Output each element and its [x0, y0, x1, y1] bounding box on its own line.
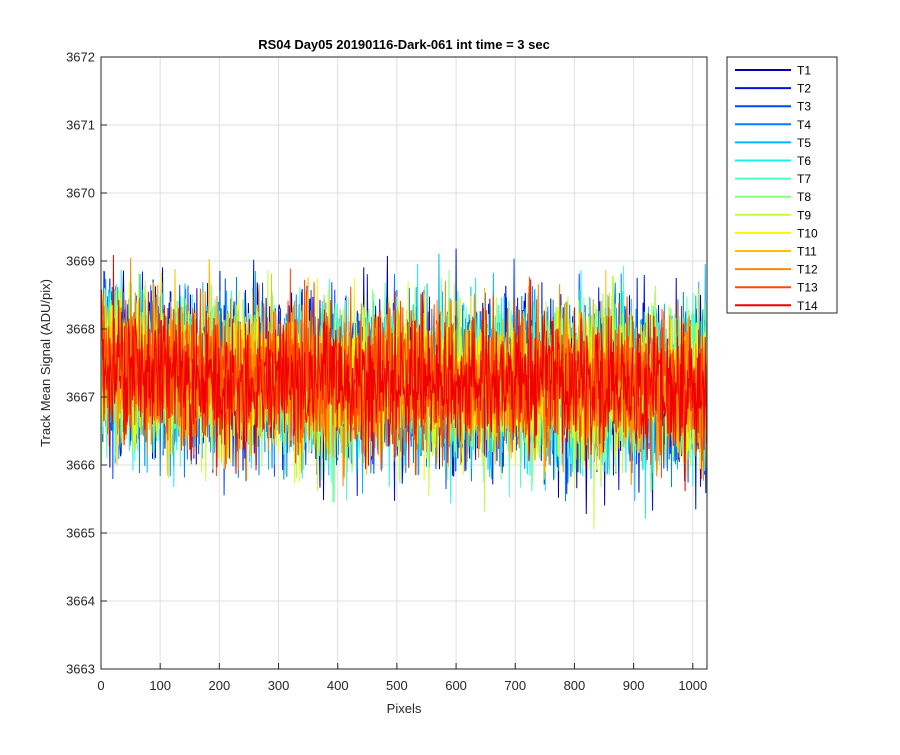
legend-label: T13: [797, 281, 818, 295]
y-tick-label: 3668: [66, 322, 95, 337]
axes-box: [100, 56, 708, 670]
legend-label: T9: [797, 208, 811, 222]
y-tick-label: 3667: [66, 390, 95, 405]
y-tick-label: 3666: [66, 458, 95, 473]
x-tick-label: 200: [209, 678, 231, 693]
y-tick-label: 3665: [66, 526, 95, 541]
legend-label: T4: [797, 118, 811, 132]
x-tick-label: 600: [445, 678, 467, 693]
series-line-t14: [101, 255, 708, 492]
legend: T1 T2 T3 T4 T5 T6 T7 T8 T9 T10 T11 T12 T13 T14: [726, 56, 838, 314]
x-tick-label: 800: [564, 678, 586, 693]
x-tick-label: 700: [504, 678, 526, 693]
legend-box: [726, 56, 838, 314]
x-tick-label: 400: [327, 678, 349, 693]
legend-label: T5: [797, 136, 811, 150]
legend-label: T10: [797, 226, 818, 240]
x-tick-label: 300: [268, 678, 290, 693]
y-tick-label: 3663: [66, 662, 95, 677]
x-tick-label: 500: [386, 678, 408, 693]
legend-label: T1: [797, 64, 811, 78]
axis-ticks: 0 100 200 300 400 500 600 700 800 900 1000 3663 3664…: [66, 50, 707, 694]
y-tick-label: 3664: [66, 594, 95, 609]
x-tick-label: 100: [149, 678, 171, 693]
legend-label: T3: [797, 100, 811, 114]
legend-label: T14: [797, 299, 818, 313]
y-tick-label: 3671: [66, 118, 95, 133]
series-layer: [101, 248, 708, 530]
legend-label: T11: [797, 245, 817, 259]
y-tick-label: 3672: [66, 50, 95, 65]
x-tick-label: 1000: [678, 678, 707, 693]
x-tick-label: 0: [97, 678, 104, 693]
y-axis-label: Track Mean Signal (ADU/pix): [38, 279, 53, 447]
x-tick-label: 900: [623, 678, 645, 693]
y-tick-label: 3669: [66, 254, 95, 269]
legend-label: T2: [797, 82, 811, 96]
x-axis-label: Pixels: [387, 701, 422, 716]
legend-label: T8: [797, 190, 811, 204]
chart-title: RS04 Day05 20190116-Dark-061 int time = …: [258, 37, 550, 52]
y-tick-label: 3670: [66, 186, 95, 201]
legend-label: T6: [797, 154, 811, 168]
legend-label: T7: [797, 172, 811, 186]
legend-label: T12: [797, 263, 818, 277]
